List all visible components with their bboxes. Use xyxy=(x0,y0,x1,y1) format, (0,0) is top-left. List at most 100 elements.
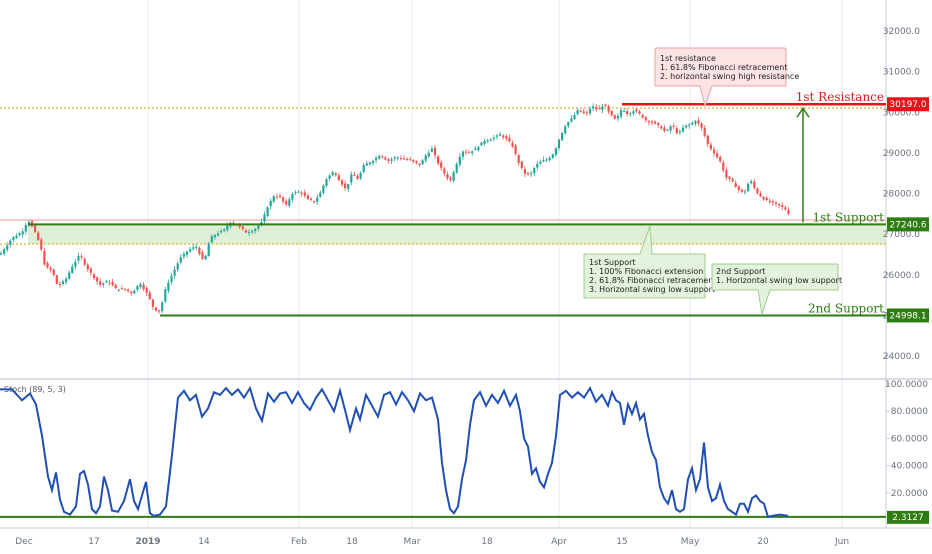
time-axis-label: Feb xyxy=(291,537,307,547)
candle-body xyxy=(607,106,610,112)
candle-body xyxy=(725,170,728,178)
candle-body xyxy=(58,283,61,286)
candle-body xyxy=(545,159,548,161)
candle-body xyxy=(114,284,117,289)
time-axis-label: 18 xyxy=(346,537,358,547)
candle-body xyxy=(154,307,158,311)
candle-body xyxy=(430,148,433,152)
candle-body xyxy=(204,255,207,260)
candle-body xyxy=(626,111,629,115)
support-2-price-tag-text: 24998.1 xyxy=(889,311,926,321)
candle-body xyxy=(533,168,536,174)
candle-body xyxy=(179,257,182,263)
candle-body xyxy=(325,179,328,186)
candle-body xyxy=(523,169,526,174)
candle-body xyxy=(731,178,734,182)
candle-body xyxy=(148,292,151,300)
candle-body xyxy=(15,235,18,238)
candle-body xyxy=(319,192,322,198)
candle-body xyxy=(378,156,381,159)
price-axis-label: 30000.0 xyxy=(883,108,920,118)
candle-body xyxy=(588,109,592,114)
candle-body xyxy=(117,289,120,291)
candle-body xyxy=(139,284,142,288)
candle-body xyxy=(635,109,638,112)
candle-body xyxy=(722,162,725,171)
candle-body xyxy=(759,193,762,197)
resistance-callout: 1st resistance 1. 61.8% Fibonacci retrac… xyxy=(654,47,799,108)
candle-body xyxy=(344,183,347,188)
candle-body xyxy=(468,152,471,154)
candle-body xyxy=(650,121,654,123)
time-axis-label: 17 xyxy=(88,537,99,547)
candle-body xyxy=(610,110,613,116)
candle-body xyxy=(272,196,275,202)
candle-body xyxy=(133,290,136,294)
candle-body xyxy=(409,159,412,161)
candle-body xyxy=(458,156,461,165)
candle-body xyxy=(427,152,430,157)
candle-body xyxy=(201,252,204,259)
candle-body xyxy=(99,281,102,285)
candle-body xyxy=(266,207,269,217)
svg-text:1st resistance 1. 61.8%: 1st resistance 1. 61.8% Fibonacci retrac… xyxy=(660,54,799,81)
candle-body xyxy=(185,251,189,255)
resistance-callout-title: 1st resistance xyxy=(660,54,716,63)
candle-body xyxy=(220,230,223,233)
price-axis-label: 28000.0 xyxy=(883,190,920,200)
candle-body xyxy=(576,110,579,115)
candle-body xyxy=(120,288,123,290)
candle-body xyxy=(247,231,251,233)
candle-body xyxy=(449,177,452,180)
candle-body xyxy=(291,193,294,200)
resistance-label: 1st Resistance xyxy=(796,90,884,104)
candle-body xyxy=(595,107,598,110)
candle-body xyxy=(548,157,551,161)
candle-body xyxy=(464,151,468,153)
candle-body xyxy=(440,162,443,168)
candle-body xyxy=(604,104,607,106)
candle-body xyxy=(402,158,406,160)
candle-body xyxy=(623,110,626,112)
candle-body xyxy=(189,249,192,252)
support-1-callout-title: 1st Support xyxy=(589,258,636,267)
candle-body xyxy=(170,275,173,283)
candle-body xyxy=(130,291,133,294)
candle-body xyxy=(771,201,774,203)
candle-body xyxy=(641,114,644,118)
stoch-axis-label: 40.0000 xyxy=(891,462,928,472)
candle-body xyxy=(195,247,198,249)
support-2-label: 2nd Support xyxy=(808,301,884,315)
candle-body xyxy=(223,229,226,231)
candle-body xyxy=(244,230,247,233)
candle-body xyxy=(127,289,130,292)
candle-body xyxy=(511,142,514,147)
support-1-price-tag-text: 27240.6 xyxy=(889,220,926,230)
support-1-callout: 1st Support 1. 100% Fibonacci extension … xyxy=(583,225,717,299)
candle-body xyxy=(750,181,753,184)
candle-body xyxy=(406,158,409,160)
candle-body xyxy=(424,155,427,161)
candle-body xyxy=(660,126,663,129)
candle-body xyxy=(421,160,424,165)
candle-body xyxy=(294,192,297,194)
candle-body xyxy=(554,148,557,155)
candle-body xyxy=(455,164,458,173)
candle-body xyxy=(747,183,750,192)
candle-body xyxy=(756,188,759,194)
candle-body xyxy=(691,122,694,125)
candle-body xyxy=(483,140,486,144)
support-zone xyxy=(28,224,886,245)
stoch-series-line xyxy=(0,385,789,519)
candle-body xyxy=(86,264,89,270)
candle-body xyxy=(21,231,24,235)
price-axis-label: 26000.0 xyxy=(883,271,920,281)
candle-body xyxy=(167,282,170,291)
candle-body xyxy=(499,134,502,136)
candle-body xyxy=(505,136,508,139)
candle-body xyxy=(71,266,74,273)
candle-body xyxy=(508,137,511,142)
support-1-callout-line1: 1. 100% Fibonacci extension xyxy=(589,267,703,276)
candle-body xyxy=(688,124,691,126)
